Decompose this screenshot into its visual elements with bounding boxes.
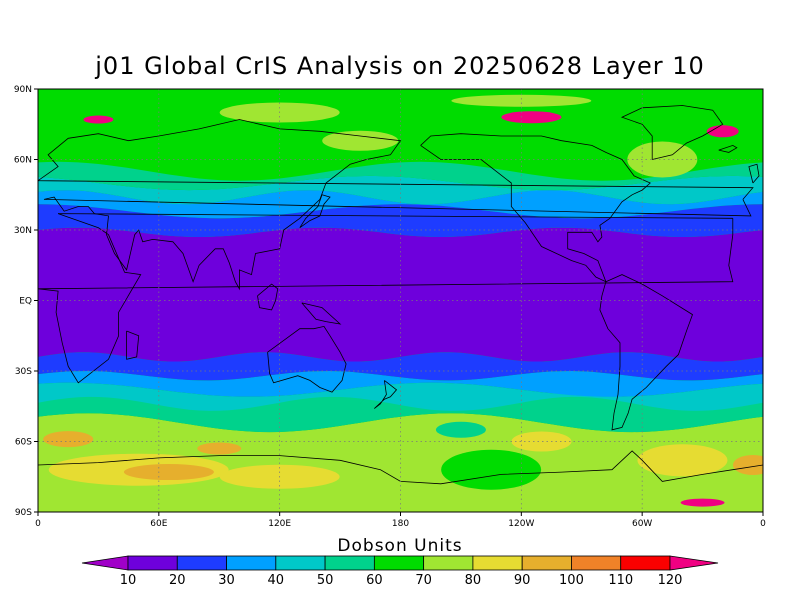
field-tropics [38,227,763,362]
colorbar-bin [275,555,326,571]
lon-tick-label: 60E [150,519,167,529]
longitude-labels: 0 60E 120E 180 120W 60W 0 [35,512,766,529]
colorbar-label: 120 [658,573,683,588]
field-north-mid [38,175,763,205]
colorbar-bin [472,555,523,571]
field-south-mid [38,382,763,411]
blob-south-yellow-4 [511,431,572,452]
coastline-south-america [599,274,693,431]
coastline-antarctica [38,450,763,485]
coastline-iceland [718,144,738,153]
lon-tick-label: 0 [760,519,766,529]
colorbar-label: 20 [169,573,186,588]
coastline-borneo-indonesia [257,283,279,311]
coastline-new-guinea [301,302,342,325]
colorbar-bin [127,555,178,571]
blob-north-magenta-1 [83,115,114,124]
lon-tick-label: 120W [508,519,534,529]
coastline-australia [267,325,347,393]
lat-tick-label: EQ [19,297,32,307]
blob-north-magenta-2 [706,125,739,138]
colorbar-label: 60 [366,573,383,588]
coastline-japan [299,194,331,229]
blob-south-yellow-3 [637,444,728,477]
blob-north-magenta-3 [501,111,562,124]
colorbar-arrow-low [81,555,129,571]
colorbar-title: Dobson Units [337,536,463,556]
coastline-europe-asia [38,119,754,291]
colorbar-bin [324,555,375,571]
lat-tick-label: 60N [14,156,32,166]
colorbar-label: 90 [514,573,531,588]
lon-tick-label: 0 [35,519,41,529]
lon-tick-label: 60W [632,519,652,529]
blob-north-lightgreen-3 [627,141,698,178]
latitude-labels: 90N 60N 30N EQ 30S 60S 90S [14,85,38,518]
blob-south-orange-4 [197,442,242,455]
lat-tick-label: 90N [14,85,32,95]
blob-south-magenta [680,498,725,507]
colorbar-bin [373,555,425,571]
field-south-blue [38,352,763,381]
colorbar-label: 50 [317,573,334,588]
lat-tick-label: 30N [14,226,32,236]
blob-south-orange-2 [43,431,94,448]
blob-south-orange-1 [123,464,214,481]
coastline-madagascar [126,330,140,360]
colorbar-label: 70 [415,573,432,588]
coastline-africa [38,213,734,384]
colorbar-bin [176,555,227,571]
colorbar-bin [521,555,572,571]
colorbar-label: 40 [268,573,285,588]
field-north-sub [38,190,763,219]
page-title: j01 Global CrIS Analysis on 20250628 Lay… [95,52,705,80]
colorbar-bin [226,555,277,571]
colorbar-label: 30 [218,573,235,588]
blob-north-lightgreen-4 [451,94,592,107]
lon-tick-label: 120E [268,519,291,529]
lon-tick-label: 180 [392,519,409,529]
graticule [38,89,763,512]
blob-south-orange-3 [732,455,763,475]
colorbar-label: 10 [120,573,137,588]
colorbar-bin [423,555,474,571]
colorbar-label: 100 [559,573,584,588]
colorbar-bin [620,555,671,571]
blob-south-green-1 [441,449,542,490]
coastline-uk [748,163,760,184]
blob-north-lightgreen-2 [322,130,399,151]
lat-tick-label: 90S [15,508,32,518]
colorbar-label: 80 [465,573,482,588]
blob-south-green-2 [435,421,486,438]
coastline-north-america [420,133,651,283]
colorbar-arrow-high [669,555,719,571]
colorbar: 10 20 30 40 50 60 70 80 90 100 110 120 [81,555,719,588]
lat-tick-label: 30S [15,367,32,377]
colorbar-label: 110 [608,573,633,588]
coastlines [38,105,763,485]
field-south-sub [38,371,763,397]
colorbar-bin [571,555,622,571]
coastline-greenland [620,105,724,160]
ozone-field [38,89,763,512]
coastline-new-zealand [374,380,398,409]
lat-tick-label: 60S [15,438,32,448]
field-south-midlat [38,392,763,433]
